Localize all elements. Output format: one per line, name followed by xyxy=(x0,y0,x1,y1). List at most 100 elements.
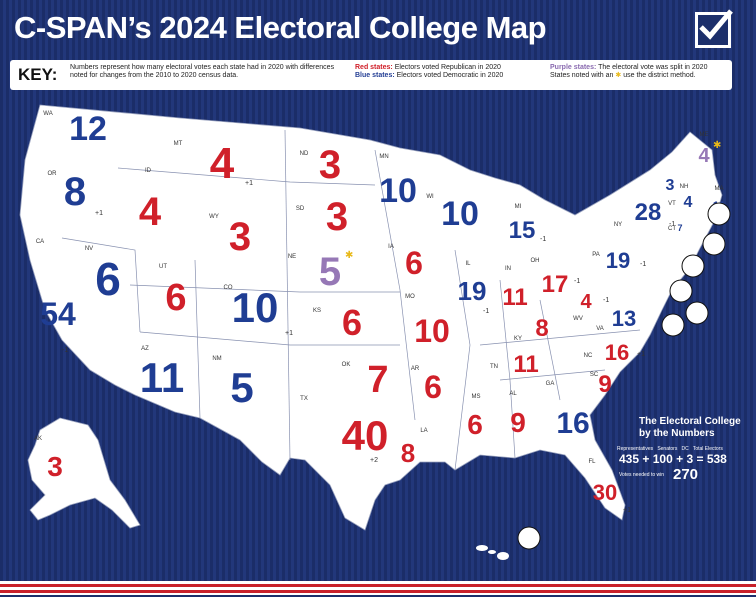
state-abbr-ga: GA xyxy=(546,381,555,387)
state-votes-sc: 9 xyxy=(598,371,611,398)
state-abbr-wa: WA xyxy=(43,111,52,117)
state-callout-ri xyxy=(702,232,726,256)
district-text-b: use the district method. xyxy=(623,72,696,79)
state-votes-ct: 7 xyxy=(677,223,682,233)
state-abbr-ky: KY xyxy=(514,336,522,342)
star-icon: ✱ xyxy=(615,72,622,79)
state-change-nc: +1 xyxy=(637,351,645,358)
state-abbr-me: ME xyxy=(700,132,709,138)
state-votes-id: 4 xyxy=(139,190,162,234)
state-callout-dc xyxy=(661,313,685,337)
state-abbr-id: ID xyxy=(145,168,152,174)
state-callout-nj xyxy=(681,254,705,278)
purple-states-text: The electoral vote was split in 2020 xyxy=(598,64,708,71)
state-change-mi: -1 xyxy=(540,236,546,243)
state-votes-wv: 4 xyxy=(580,291,592,313)
state-votes-ks: 6 xyxy=(342,302,362,343)
state-votes-fl: 30 xyxy=(593,480,617,505)
state-votes-sd: 3 xyxy=(326,195,348,239)
state-change-co: +1 xyxy=(285,330,293,337)
state-abbr-or: OR xyxy=(48,171,58,177)
key-purple: Purple states: The electoral vote was sp… xyxy=(550,64,707,80)
state-votes-nh: 4 xyxy=(684,194,693,211)
state-votes-mi: 15 xyxy=(509,217,536,244)
state-abbr-ma: MA xyxy=(715,186,724,192)
state-abbr-ms: MS xyxy=(472,394,481,400)
state-votes-tn: 11 xyxy=(513,351,538,378)
state-votes-ia: 6 xyxy=(405,245,423,281)
state-abbr-nm: NM xyxy=(212,356,221,362)
state-votes-al: 9 xyxy=(510,407,526,438)
state-votes-oh: 17 xyxy=(542,271,569,298)
ballot-check-icon xyxy=(695,9,733,48)
state-votes-nc: 16 xyxy=(605,340,629,365)
state-abbr-fl: FL xyxy=(588,459,596,465)
state-abbr-ak: AK xyxy=(34,436,42,442)
blue-states-text: Electors voted Democratic in 2020 xyxy=(396,72,504,79)
state-votes-co: 10 xyxy=(232,284,279,331)
state-change-oh: -1 xyxy=(574,278,580,285)
state-votes-la: 8 xyxy=(401,438,415,468)
stats-labels: Representatives Senators DC Total Electo… xyxy=(617,446,723,452)
state-abbr-tn: TN xyxy=(490,364,498,370)
state-borders xyxy=(61,129,641,471)
state-votes-ak: 3 xyxy=(47,451,63,482)
state-abbr-ut: UT xyxy=(159,264,167,270)
state-abbr-az: AZ xyxy=(141,346,149,352)
state-change-ny: -1 xyxy=(669,221,675,228)
stats-title: The Electoral College by the Numbers xyxy=(639,416,741,439)
state-votes-nv: 6 xyxy=(95,253,121,305)
stats-equation: 435 + 100 + 3 = 538 xyxy=(619,452,727,466)
continental-us-shape xyxy=(19,104,723,531)
state-change-ca: -1 xyxy=(62,347,68,354)
state-abbr-sc: SC xyxy=(590,372,599,378)
state-change-tx: +2 xyxy=(370,457,378,464)
state-abbr-sd: SD xyxy=(296,206,305,212)
state-votes-wa: 12 xyxy=(69,110,107,148)
state-votes-vt: 3 xyxy=(666,177,675,194)
state-votes-nd: 3 xyxy=(319,143,341,187)
state-callout-ma xyxy=(707,202,731,226)
votes-to-win-value: 270 xyxy=(673,466,699,483)
state-votes-ok: 7 xyxy=(367,359,388,401)
state-callout-hi xyxy=(517,526,541,550)
state-votes-ny: 28 xyxy=(635,199,662,226)
state-abbr-vt: VT xyxy=(668,201,676,207)
state-abbr-wy: WY xyxy=(209,214,219,220)
state-abbr-ct: CT xyxy=(668,226,676,232)
state-abbr-la: LA xyxy=(420,428,427,434)
state-change-fl: +1 xyxy=(623,507,631,514)
state-change-or: +1 xyxy=(95,210,103,217)
state-votes-ga: 16 xyxy=(556,407,589,440)
votes-to-win-label: Votes needed to win xyxy=(619,472,665,478)
state-change-il: -1 xyxy=(483,308,489,315)
state-abbr-mt: MT xyxy=(174,141,183,147)
state-votes-va: 13 xyxy=(612,306,636,331)
state-votes-ms: 6 xyxy=(467,409,483,440)
page-title: C-SPAN’s 2024 Electoral College Map xyxy=(14,10,547,45)
state-abbr-va: VA xyxy=(596,326,604,332)
district-method-star-icon: ✱ xyxy=(713,140,721,151)
state-votes-tx: 40 xyxy=(342,412,389,459)
state-abbr-oh: OH xyxy=(531,258,540,264)
state-abbr-ia: IA xyxy=(388,244,394,250)
state-abbr-ks: KS xyxy=(313,308,321,314)
state-votes-or: 8 xyxy=(64,170,86,214)
district-method-star-icon: ✱ xyxy=(345,250,353,261)
state-votes-wi: 10 xyxy=(441,195,479,233)
blue-states-label: Blue states: xyxy=(355,72,395,79)
state-abbr-al: AL xyxy=(509,391,517,397)
state-abbr-mo: MO xyxy=(405,294,415,300)
state-votes-mo: 10 xyxy=(414,313,450,349)
red-states-label: Red states: xyxy=(355,64,393,71)
state-votes-nm: 5 xyxy=(230,364,253,411)
state-abbr-pa: PA xyxy=(592,252,600,258)
state-change-wv: -1 xyxy=(603,297,609,304)
state-abbr-mn: MN xyxy=(379,154,388,160)
state-votes-ca: 54 xyxy=(40,296,76,332)
state-votes-ne: 5 xyxy=(319,250,341,294)
state-abbr-mi: MI xyxy=(515,204,522,210)
state-callout-de xyxy=(669,279,693,303)
